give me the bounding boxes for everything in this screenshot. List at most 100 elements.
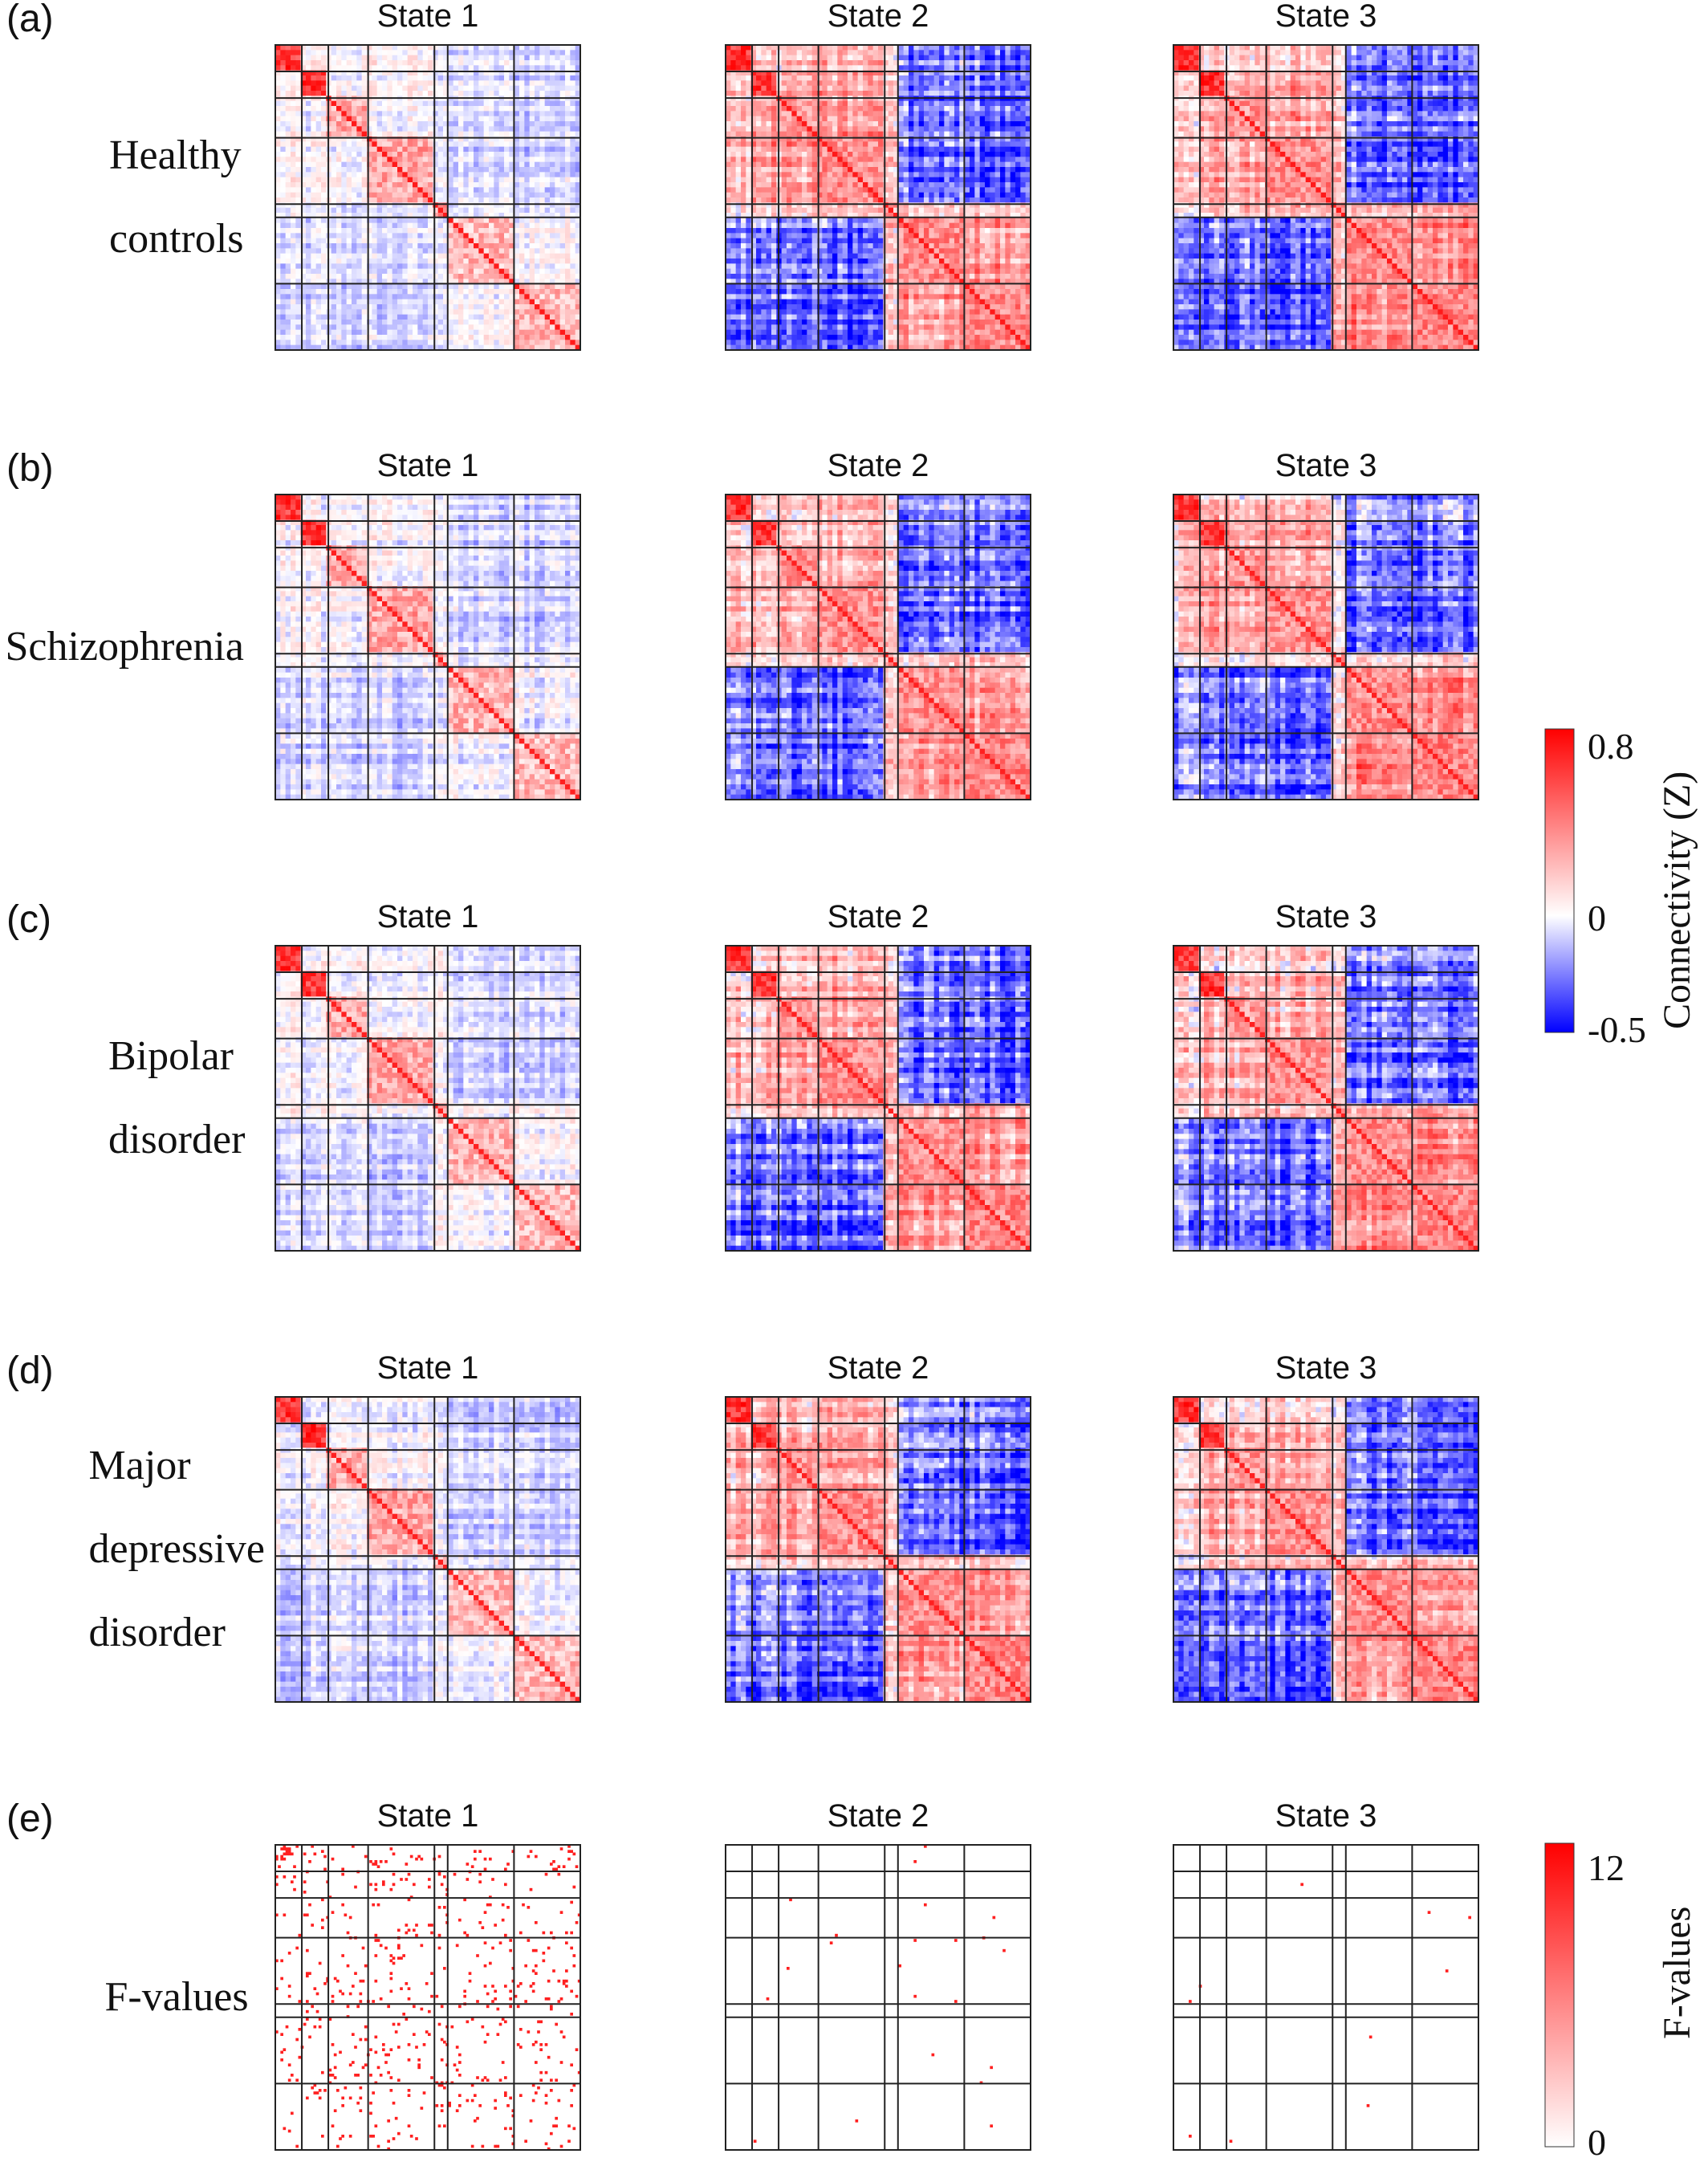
matrix-cell	[524, 162, 530, 168]
matrix-cell	[489, 299, 494, 305]
matrix-cell	[316, 263, 322, 269]
matrix-cell	[761, 111, 767, 116]
matrix-cell	[478, 106, 484, 112]
matrix-cell	[423, 141, 429, 147]
matrix-cell	[550, 289, 555, 295]
matrix-cell	[767, 152, 772, 157]
matrix-cell	[965, 147, 970, 153]
matrix-cell	[570, 233, 575, 238]
matrix-cell	[939, 80, 945, 86]
matrix-cell	[402, 60, 408, 66]
matrix-cell	[291, 187, 296, 193]
matrix-cell	[280, 309, 286, 315]
matrix-cell	[474, 223, 479, 229]
matrix-cell	[852, 91, 858, 96]
matrix-cell	[408, 86, 413, 92]
matrix-cell	[372, 218, 377, 223]
matrix-cell	[306, 177, 311, 183]
matrix-cell	[934, 91, 940, 96]
matrix-cell	[555, 65, 560, 71]
matrix-cell	[413, 299, 418, 305]
matrix-cell	[828, 116, 833, 122]
matrix-cell	[730, 147, 736, 153]
matrix-cell	[539, 254, 545, 259]
matrix-cell	[812, 147, 818, 153]
matrix-cell	[417, 259, 423, 264]
matrix-cell	[904, 86, 909, 92]
matrix-cell	[550, 101, 555, 107]
matrix-cell	[286, 65, 291, 71]
matrix-cell	[463, 172, 469, 177]
matrix-cell	[530, 289, 535, 295]
matrix-cell	[843, 141, 848, 147]
matrix-cell	[413, 335, 418, 340]
matrix-cell	[560, 55, 566, 61]
matrix-cell	[535, 335, 540, 340]
matrix-cell	[362, 299, 368, 305]
matrix-cell	[514, 335, 520, 340]
matrix-cell	[524, 177, 530, 183]
matrix-cell	[417, 208, 423, 214]
matrix-cell	[295, 284, 301, 290]
matrix-cell	[761, 147, 767, 153]
matrix-cell	[417, 238, 423, 244]
matrix-cell	[565, 269, 571, 275]
matrix-cell	[377, 289, 383, 295]
matrix-cell	[295, 162, 301, 168]
matrix-cell	[382, 254, 388, 259]
matrix-cell	[837, 55, 843, 61]
matrix-cell	[924, 157, 929, 162]
matrix-cell	[913, 65, 919, 71]
matrix-cell	[286, 248, 291, 254]
matrix-cell	[382, 294, 388, 299]
matrix-cell	[362, 233, 368, 238]
matrix-cell	[423, 294, 429, 299]
matrix-cell	[812, 91, 818, 96]
matrix-cell	[438, 254, 444, 259]
matrix-cell	[372, 309, 377, 315]
matrix-cell	[356, 233, 362, 238]
matrix-cell	[828, 147, 833, 153]
matrix-cell	[382, 197, 388, 203]
matrix-cell	[530, 50, 535, 55]
matrix-cell	[535, 60, 540, 66]
matrix-cell	[535, 187, 540, 193]
matrix-cell	[408, 248, 413, 254]
matrix-cell	[341, 263, 347, 269]
matrix-cell	[837, 60, 843, 66]
matrix-cell	[570, 75, 575, 81]
matrix-cell	[741, 60, 746, 66]
matrix-cell	[478, 304, 484, 310]
matrix-cell	[807, 50, 812, 55]
matrix-cell	[889, 111, 894, 116]
matrix-cell	[306, 320, 311, 325]
matrix-cell	[306, 340, 311, 345]
matrix-cell	[291, 132, 296, 137]
matrix-cell	[565, 233, 571, 238]
matrix-cell	[950, 147, 955, 153]
matrix-cell	[990, 121, 995, 127]
matrix-cell	[356, 208, 362, 214]
matrix-cell	[306, 274, 311, 279]
matrix-cell	[397, 75, 403, 81]
matrix-cell	[402, 259, 408, 264]
matrix-cell	[377, 55, 383, 61]
matrix-cell	[484, 309, 490, 315]
matrix-cell	[489, 263, 494, 269]
matrix-cell	[499, 340, 505, 345]
matrix-cell	[453, 167, 459, 173]
matrix-cell	[372, 284, 377, 290]
matrix-cell	[408, 208, 413, 214]
matrix-cell	[797, 60, 803, 66]
matrix-cell	[489, 172, 494, 177]
matrix-cell	[519, 187, 525, 193]
matrix-cell	[545, 60, 551, 66]
matrix-cell	[392, 340, 398, 345]
matrix-cell	[560, 320, 566, 325]
matrix-cell	[280, 111, 286, 116]
matrix-cell	[478, 218, 484, 223]
matrix-cell	[878, 116, 884, 122]
matrix-cell	[782, 126, 787, 132]
matrix-cell	[423, 299, 429, 305]
matrix-cell	[530, 126, 535, 132]
